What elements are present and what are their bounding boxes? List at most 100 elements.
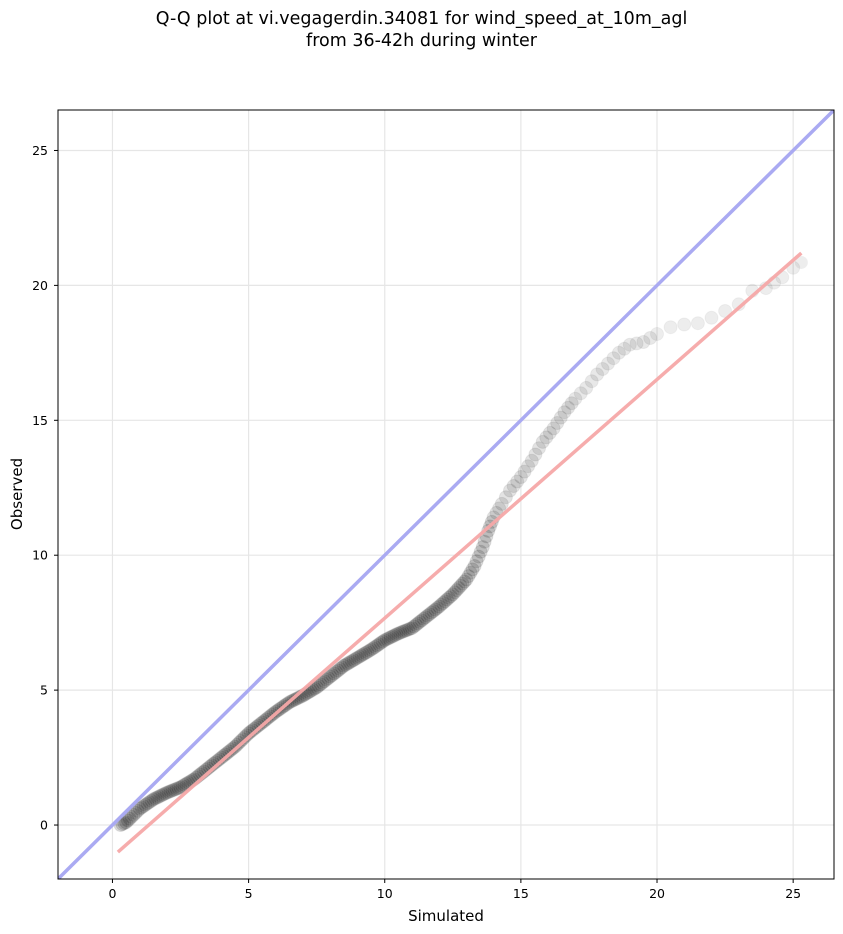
data-point (475, 540, 490, 555)
data-point (346, 653, 361, 668)
data-point (636, 335, 651, 349)
data-point (344, 654, 359, 669)
data-point (120, 813, 135, 828)
y-tick-label: 0 (40, 818, 48, 833)
data-point (584, 374, 599, 389)
chart-title: Q-Q plot at vi.vegagerdin.34081 for wind… (0, 8, 843, 52)
data-point (307, 681, 322, 696)
data-point (459, 572, 474, 587)
data-point (469, 554, 484, 569)
data-point (165, 783, 180, 798)
data-point (453, 578, 468, 593)
data-point (253, 717, 268, 731)
data-point (377, 633, 392, 648)
plot-frame (57, 109, 835, 880)
data-point (368, 640, 382, 654)
data-point (451, 581, 466, 595)
data-point (315, 675, 330, 690)
chart-title-line-2: from 36-42h during winter (306, 31, 537, 51)
data-point (358, 646, 373, 661)
data-point (403, 621, 417, 636)
data-point (366, 641, 381, 656)
data-point (321, 671, 336, 686)
data-point (564, 396, 579, 411)
data-point (690, 316, 705, 331)
x-tick-label: 5 (245, 886, 253, 901)
data-point (334, 660, 349, 675)
data-point (521, 459, 536, 474)
data-point (257, 714, 272, 728)
data-point (445, 587, 460, 602)
chart-title-line-1: Q-Q plot at vi.vegagerdin.34081 for wind… (155, 9, 688, 29)
data-point (350, 650, 365, 665)
data-point (222, 744, 237, 759)
data-point (175, 779, 190, 794)
data-point (568, 391, 583, 406)
data-point (434, 597, 449, 612)
data-point (311, 678, 326, 693)
x-tick-label: 0 (108, 886, 116, 901)
data-point (410, 616, 425, 631)
data-point (622, 337, 637, 352)
data-point (342, 655, 357, 670)
data-point (317, 674, 332, 689)
data-point (595, 362, 610, 376)
data-point (524, 453, 539, 468)
data-point (430, 601, 445, 615)
data-point (134, 800, 149, 815)
data-point (590, 367, 605, 382)
x-tick-label: 20 (649, 886, 665, 901)
data-point (416, 611, 431, 626)
data-point (130, 803, 145, 818)
y-tick-label: 5 (40, 683, 48, 698)
data-point (677, 317, 692, 332)
data-point (158, 786, 172, 801)
fit-line (116, 251, 803, 854)
data-point (397, 624, 412, 639)
data-point (156, 787, 170, 802)
data-point (233, 734, 248, 748)
data-point (506, 479, 521, 493)
data-point (418, 610, 433, 625)
data-point (117, 816, 132, 831)
data-point (438, 594, 452, 609)
data-point (494, 496, 509, 511)
data-point (443, 589, 458, 604)
data-point (440, 592, 454, 607)
data-point (389, 627, 404, 642)
data-point (231, 735, 246, 750)
data-point (356, 647, 371, 662)
data-point (152, 789, 167, 804)
data-point (477, 534, 492, 549)
data-point (364, 642, 379, 657)
data-point (313, 677, 328, 692)
data-point (383, 630, 398, 645)
data-point (352, 649, 367, 664)
data-point (579, 380, 594, 395)
data-point (406, 619, 421, 634)
data-point (542, 425, 557, 440)
data-point (169, 781, 184, 796)
data-point (348, 651, 363, 666)
data-point (136, 799, 151, 814)
data-point (539, 430, 554, 445)
y-tick-label: 25 (32, 143, 48, 158)
data-point (340, 656, 355, 671)
data-point (455, 576, 470, 591)
data-point (119, 815, 134, 830)
data-point (573, 386, 588, 401)
data-point (426, 604, 441, 619)
data-point (629, 336, 644, 351)
data-point (381, 631, 396, 646)
data-point (473, 544, 488, 559)
data-point (360, 645, 375, 659)
data-point (432, 599, 447, 614)
data-point (173, 780, 188, 795)
data-point (513, 470, 528, 484)
data-point (375, 634, 390, 649)
data-point (142, 795, 157, 810)
data-point (461, 569, 476, 584)
data-point (329, 665, 344, 679)
data-point (510, 474, 525, 489)
data-point (167, 782, 182, 797)
